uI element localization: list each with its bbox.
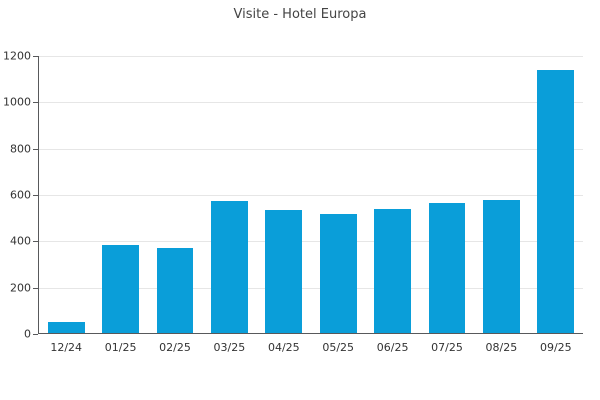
- y-tick-mark: [33, 241, 38, 243]
- x-tick-label: 08/25: [485, 341, 518, 354]
- bar-09/25: [537, 69, 575, 334]
- bar-03/25: [210, 200, 248, 334]
- gridline: [39, 102, 583, 104]
- bar-01/25: [102, 244, 140, 334]
- y-tick-mark: [33, 148, 38, 150]
- gridline: [39, 241, 583, 243]
- y-tick-label: 400: [10, 234, 31, 248]
- x-tick-label: 09/25: [539, 341, 572, 354]
- bar-08/25: [482, 199, 520, 334]
- gridline: [39, 148, 583, 150]
- chart-title: Visite - Hotel Europa: [233, 7, 367, 22]
- bar-12/24: [47, 322, 85, 334]
- y-tick-label: 200: [10, 281, 31, 295]
- y-tick-label: 600: [10, 188, 31, 202]
- gridline: [39, 56, 583, 57]
- y-tick-mark: [33, 195, 38, 196]
- gridline: [39, 195, 583, 196]
- bar-04/25: [265, 210, 303, 334]
- y-tick-mark: [33, 56, 38, 57]
- gridline: [39, 287, 583, 289]
- y-tick-mark: [33, 334, 38, 335]
- y-tick-label: 1200: [3, 49, 31, 63]
- x-tick-label: 05/25: [322, 341, 355, 354]
- x-axis-line: [38, 333, 583, 334]
- y-axis-line: [38, 56, 39, 334]
- y-tick-mark: [33, 102, 38, 104]
- x-tick-label: 02/25: [159, 341, 191, 354]
- x-tick-label: 12/24: [50, 341, 83, 354]
- x-tick-label: 04/25: [267, 341, 300, 354]
- y-tick-label: 800: [10, 142, 31, 156]
- bar-02/25: [156, 248, 194, 334]
- bar-05/25: [319, 213, 357, 334]
- x-tick-label: 06/25: [376, 341, 409, 354]
- bar-07/25: [428, 203, 466, 334]
- y-tick-label: 0: [24, 327, 31, 341]
- x-tick-label: 01/25: [104, 341, 137, 354]
- y-tick-mark: [33, 287, 38, 289]
- bar-06/25: [374, 208, 412, 334]
- x-tick-label: 03/25: [213, 341, 246, 354]
- x-tick-label: 07/25: [431, 341, 463, 354]
- plot-area: 0 200 400 600 800 1000 1200 12/24 01/25 02/25 03/…: [3, 50, 583, 354]
- y-tick-label: 1000: [3, 95, 31, 109]
